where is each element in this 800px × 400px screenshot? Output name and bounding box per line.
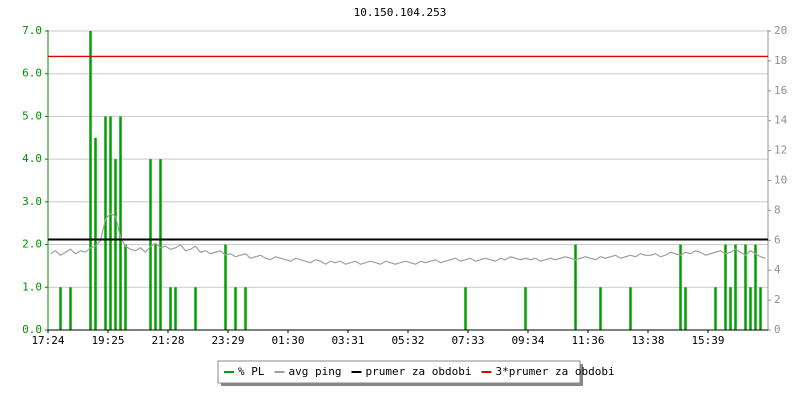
bar	[574, 244, 577, 330]
bar	[169, 287, 172, 330]
bar	[684, 287, 687, 330]
bar	[114, 159, 117, 330]
bar	[174, 287, 177, 330]
bar	[94, 137, 97, 330]
bar	[119, 116, 122, 330]
x-tick-label: 05:32	[391, 334, 424, 347]
legend-label: prumer za obdobi	[365, 365, 471, 378]
y2-tick-label: 10	[774, 174, 787, 187]
legend-label: % PL	[238, 365, 265, 378]
x-tick-label: 13:38	[631, 334, 664, 347]
y2-tick-label: 2	[774, 293, 781, 306]
bar	[69, 287, 72, 330]
bar	[744, 244, 747, 330]
bar	[89, 31, 92, 330]
bar	[109, 116, 112, 330]
bar	[629, 287, 632, 330]
bar	[599, 287, 602, 330]
bar	[234, 287, 237, 330]
y2-tick-label: 14	[774, 114, 788, 127]
bar	[714, 287, 717, 330]
x-tick-label: 09:34	[511, 334, 544, 347]
bar	[154, 244, 157, 330]
y-tick-label: 1.0	[22, 280, 42, 293]
x-tick-label: 07:33	[451, 334, 484, 347]
bar	[224, 244, 227, 330]
legend-label: 3*prumer za obdobi	[495, 365, 614, 378]
y-tick-label: 7.0	[22, 24, 42, 37]
x-tick-label: 11:36	[571, 334, 604, 347]
bar	[524, 287, 527, 330]
legend-label: avg ping	[289, 365, 342, 378]
x-tick-label: 03:31	[331, 334, 364, 347]
x-tick-label: 15:39	[691, 334, 724, 347]
bar	[244, 287, 247, 330]
bar	[679, 244, 682, 330]
y2-tick-label: 20	[774, 24, 787, 37]
bar	[729, 287, 732, 330]
legend-box	[217, 360, 581, 384]
x-tick-label: 19:25	[91, 334, 124, 347]
y2-tick-label: 6	[774, 233, 781, 246]
x-tick-label: 23:29	[211, 334, 244, 347]
y2-tick-label: 16	[774, 84, 787, 97]
line	[50, 212, 766, 265]
x-tick-label: 17:24	[31, 334, 64, 347]
bar	[749, 287, 752, 330]
bar	[59, 287, 62, 330]
bar	[759, 287, 762, 330]
x-tick-label: 01:30	[271, 334, 304, 347]
bar	[149, 159, 152, 330]
y2-tick-label: 18	[774, 54, 787, 67]
bar	[194, 287, 197, 330]
y-tick-label: 0.0	[22, 323, 42, 336]
bar	[754, 244, 757, 330]
y2-tick-label: 0	[774, 323, 781, 336]
y2-tick-label: 4	[774, 263, 781, 276]
y-tick-label: 4.0	[22, 152, 42, 165]
y2-tick-label: 12	[774, 144, 787, 157]
bar	[124, 244, 127, 330]
y-tick-label: 5.0	[22, 109, 42, 122]
y-tick-label: 3.0	[22, 195, 42, 208]
bar	[724, 244, 727, 330]
x-tick-label: 21:28	[151, 334, 184, 347]
bar	[734, 244, 737, 330]
bar	[104, 116, 107, 330]
y-tick-label: 6.0	[22, 67, 42, 80]
y2-tick-label: 8	[774, 203, 781, 216]
chart-title: 10.150.104.253	[354, 6, 447, 19]
bar	[464, 287, 467, 330]
bar	[159, 159, 162, 330]
y-tick-label: 2.0	[22, 238, 42, 251]
